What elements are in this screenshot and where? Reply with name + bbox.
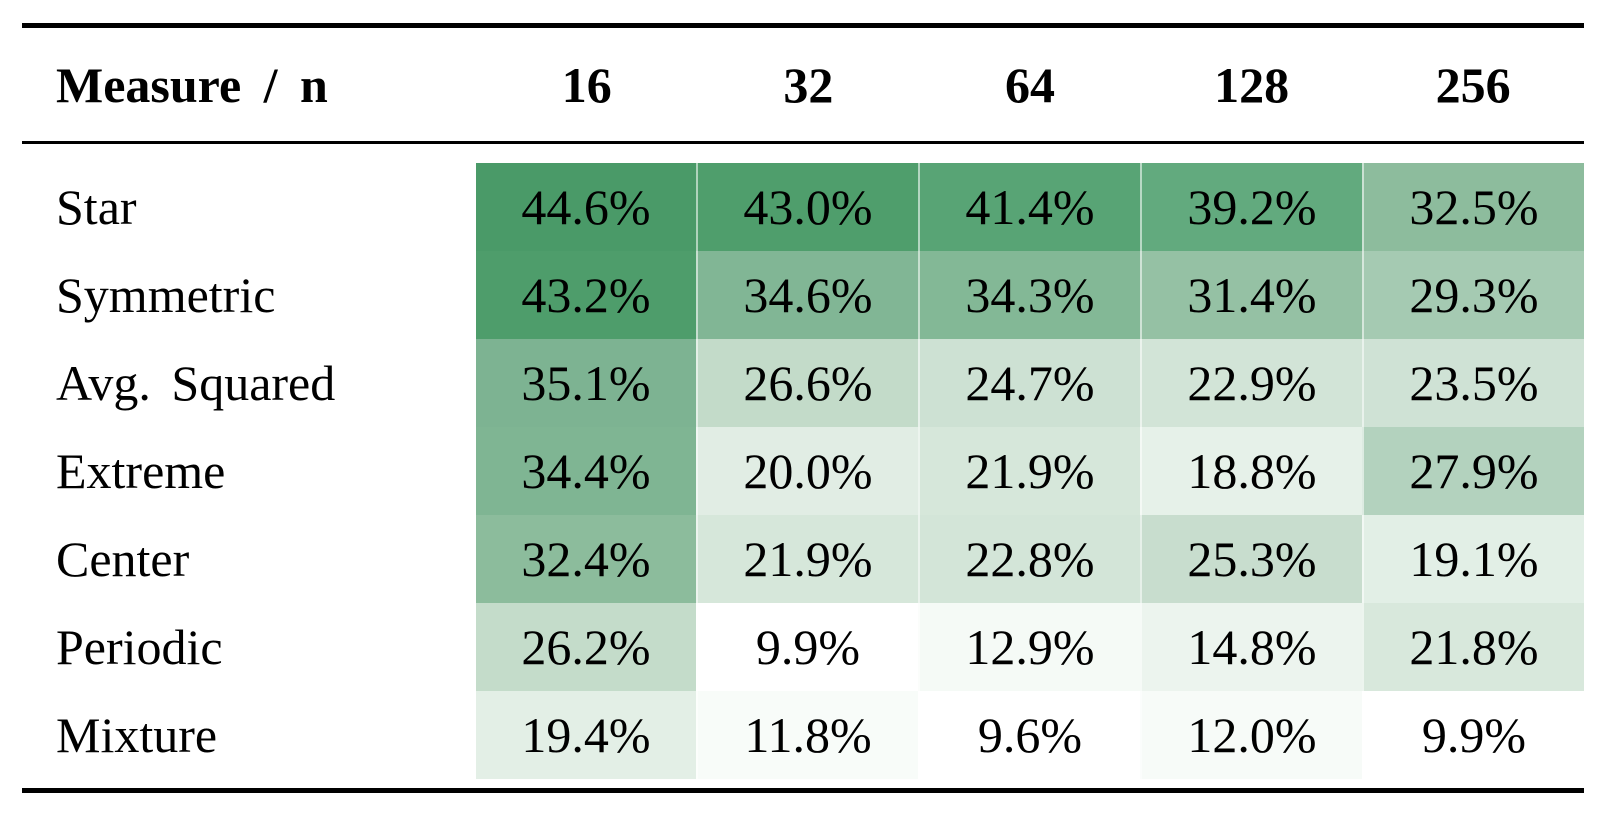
heatmap-cell: 35.1% xyxy=(476,339,696,427)
column-headers: 16 32 64 128 256 xyxy=(476,28,1584,141)
table-row: Extreme 34.4% 20.0% 21.9% 18.8% 27.9% xyxy=(22,427,1584,515)
column-header-16: 16 xyxy=(561,56,612,113)
heatmap-cell: 9.9% xyxy=(1362,691,1584,779)
column-header-64: 64 xyxy=(1004,56,1055,113)
table-top-rule xyxy=(22,23,1584,28)
row-label: Center xyxy=(22,515,476,603)
table-row: Periodic 26.2% 9.9% 12.9% 14.8% 21.8% xyxy=(22,603,1584,691)
row-label: Symmetric xyxy=(22,251,476,339)
heatmap-cell: 12.0% xyxy=(1140,691,1362,779)
heatmap-cell: 25.3% xyxy=(1140,515,1362,603)
table-row: Star 44.6% 43.0% 41.4% 39.2% 32.5% xyxy=(22,163,1584,251)
heatmap-cell: 34.3% xyxy=(918,251,1140,339)
heatmap-cell: 9.9% xyxy=(696,603,918,691)
heatmap-cell: 20.0% xyxy=(696,427,918,515)
heatmap-cell: 18.8% xyxy=(1140,427,1362,515)
heatmap-cell: 34.4% xyxy=(476,427,696,515)
heatmap-cell: 11.8% xyxy=(696,691,918,779)
heatmap-cell: 27.9% xyxy=(1362,427,1584,515)
heatmap-cell: 24.7% xyxy=(918,339,1140,427)
row-cells: 44.6% 43.0% 41.4% 39.2% 32.5% xyxy=(476,163,1584,251)
heatmap-cell: 22.9% xyxy=(1140,339,1362,427)
column-header-128: 128 xyxy=(1214,56,1290,113)
heatmap-cell: 12.9% xyxy=(918,603,1140,691)
heatmap-cell: 22.8% xyxy=(918,515,1140,603)
heatmap-cell: 29.3% xyxy=(1362,251,1584,339)
heatmap-cell: 43.0% xyxy=(696,163,918,251)
heatmap-cell: 14.8% xyxy=(1140,603,1362,691)
heatmap-cell: 32.4% xyxy=(476,515,696,603)
row-label: Avg. Squared xyxy=(22,339,476,427)
heatmap-cell: 19.1% xyxy=(1362,515,1584,603)
row-cells: 19.4% 11.8% 9.6% 12.0% 9.9% xyxy=(476,691,1584,779)
column-header-32: 32 xyxy=(783,56,834,113)
table-row: Center 32.4% 21.9% 22.8% 25.3% 19.1% xyxy=(22,515,1584,603)
heatmap-cell: 26.2% xyxy=(476,603,696,691)
heatmap-cell: 9.6% xyxy=(918,691,1140,779)
row-label: Periodic xyxy=(22,603,476,691)
row-label: Extreme xyxy=(22,427,476,515)
heatmap-cell: 31.4% xyxy=(1140,251,1362,339)
row-cells: 26.2% 9.9% 12.9% 14.8% 21.8% xyxy=(476,603,1584,691)
table-header-row: Measure / n 16 32 64 128 256 xyxy=(22,28,1584,141)
heatmap-cell: 39.2% xyxy=(1140,163,1362,251)
header-divider-rule xyxy=(22,141,1584,144)
heatmap-cell: 41.4% xyxy=(918,163,1140,251)
table-bottom-rule xyxy=(22,788,1584,793)
row-cells: 34.4% 20.0% 21.9% 18.8% 27.9% xyxy=(476,427,1584,515)
row-cells: 43.2% 34.6% 34.3% 31.4% 29.3% xyxy=(476,251,1584,339)
heatmap-cell: 34.6% xyxy=(696,251,918,339)
heatmap-cell: 21.9% xyxy=(918,427,1140,515)
table-row: Mixture 19.4% 11.8% 9.6% 12.0% 9.9% xyxy=(22,691,1584,779)
table-body: Star 44.6% 43.0% 41.4% 39.2% 32.5% Symmetric 43… xyxy=(22,163,1584,779)
heatmap-cell: 21.8% xyxy=(1362,603,1584,691)
row-label: Star xyxy=(22,163,476,251)
column-header-256: 256 xyxy=(1435,56,1511,113)
table-row: Symmetric 43.2% 34.6% 34.3% 31.4% 29.3% xyxy=(22,251,1584,339)
heatmap-cell: 21.9% xyxy=(696,515,918,603)
heatmap-cell: 26.6% xyxy=(696,339,918,427)
corner-header-measure-n: Measure / n xyxy=(56,56,328,113)
heatmap-cell: 43.2% xyxy=(476,251,696,339)
row-cells: 32.4% 21.9% 22.8% 25.3% 19.1% xyxy=(476,515,1584,603)
table-row: Avg. Squared 35.1% 26.6% 24.7% 22.9% 23.5% xyxy=(22,339,1584,427)
heatmap-cell: 23.5% xyxy=(1362,339,1584,427)
heatmap-cell: 32.5% xyxy=(1362,163,1584,251)
heatmap-cell: 19.4% xyxy=(476,691,696,779)
row-cells: 35.1% 26.6% 24.7% 22.9% 23.5% xyxy=(476,339,1584,427)
row-label: Mixture xyxy=(22,691,476,779)
heatmap-cell: 44.6% xyxy=(476,163,696,251)
